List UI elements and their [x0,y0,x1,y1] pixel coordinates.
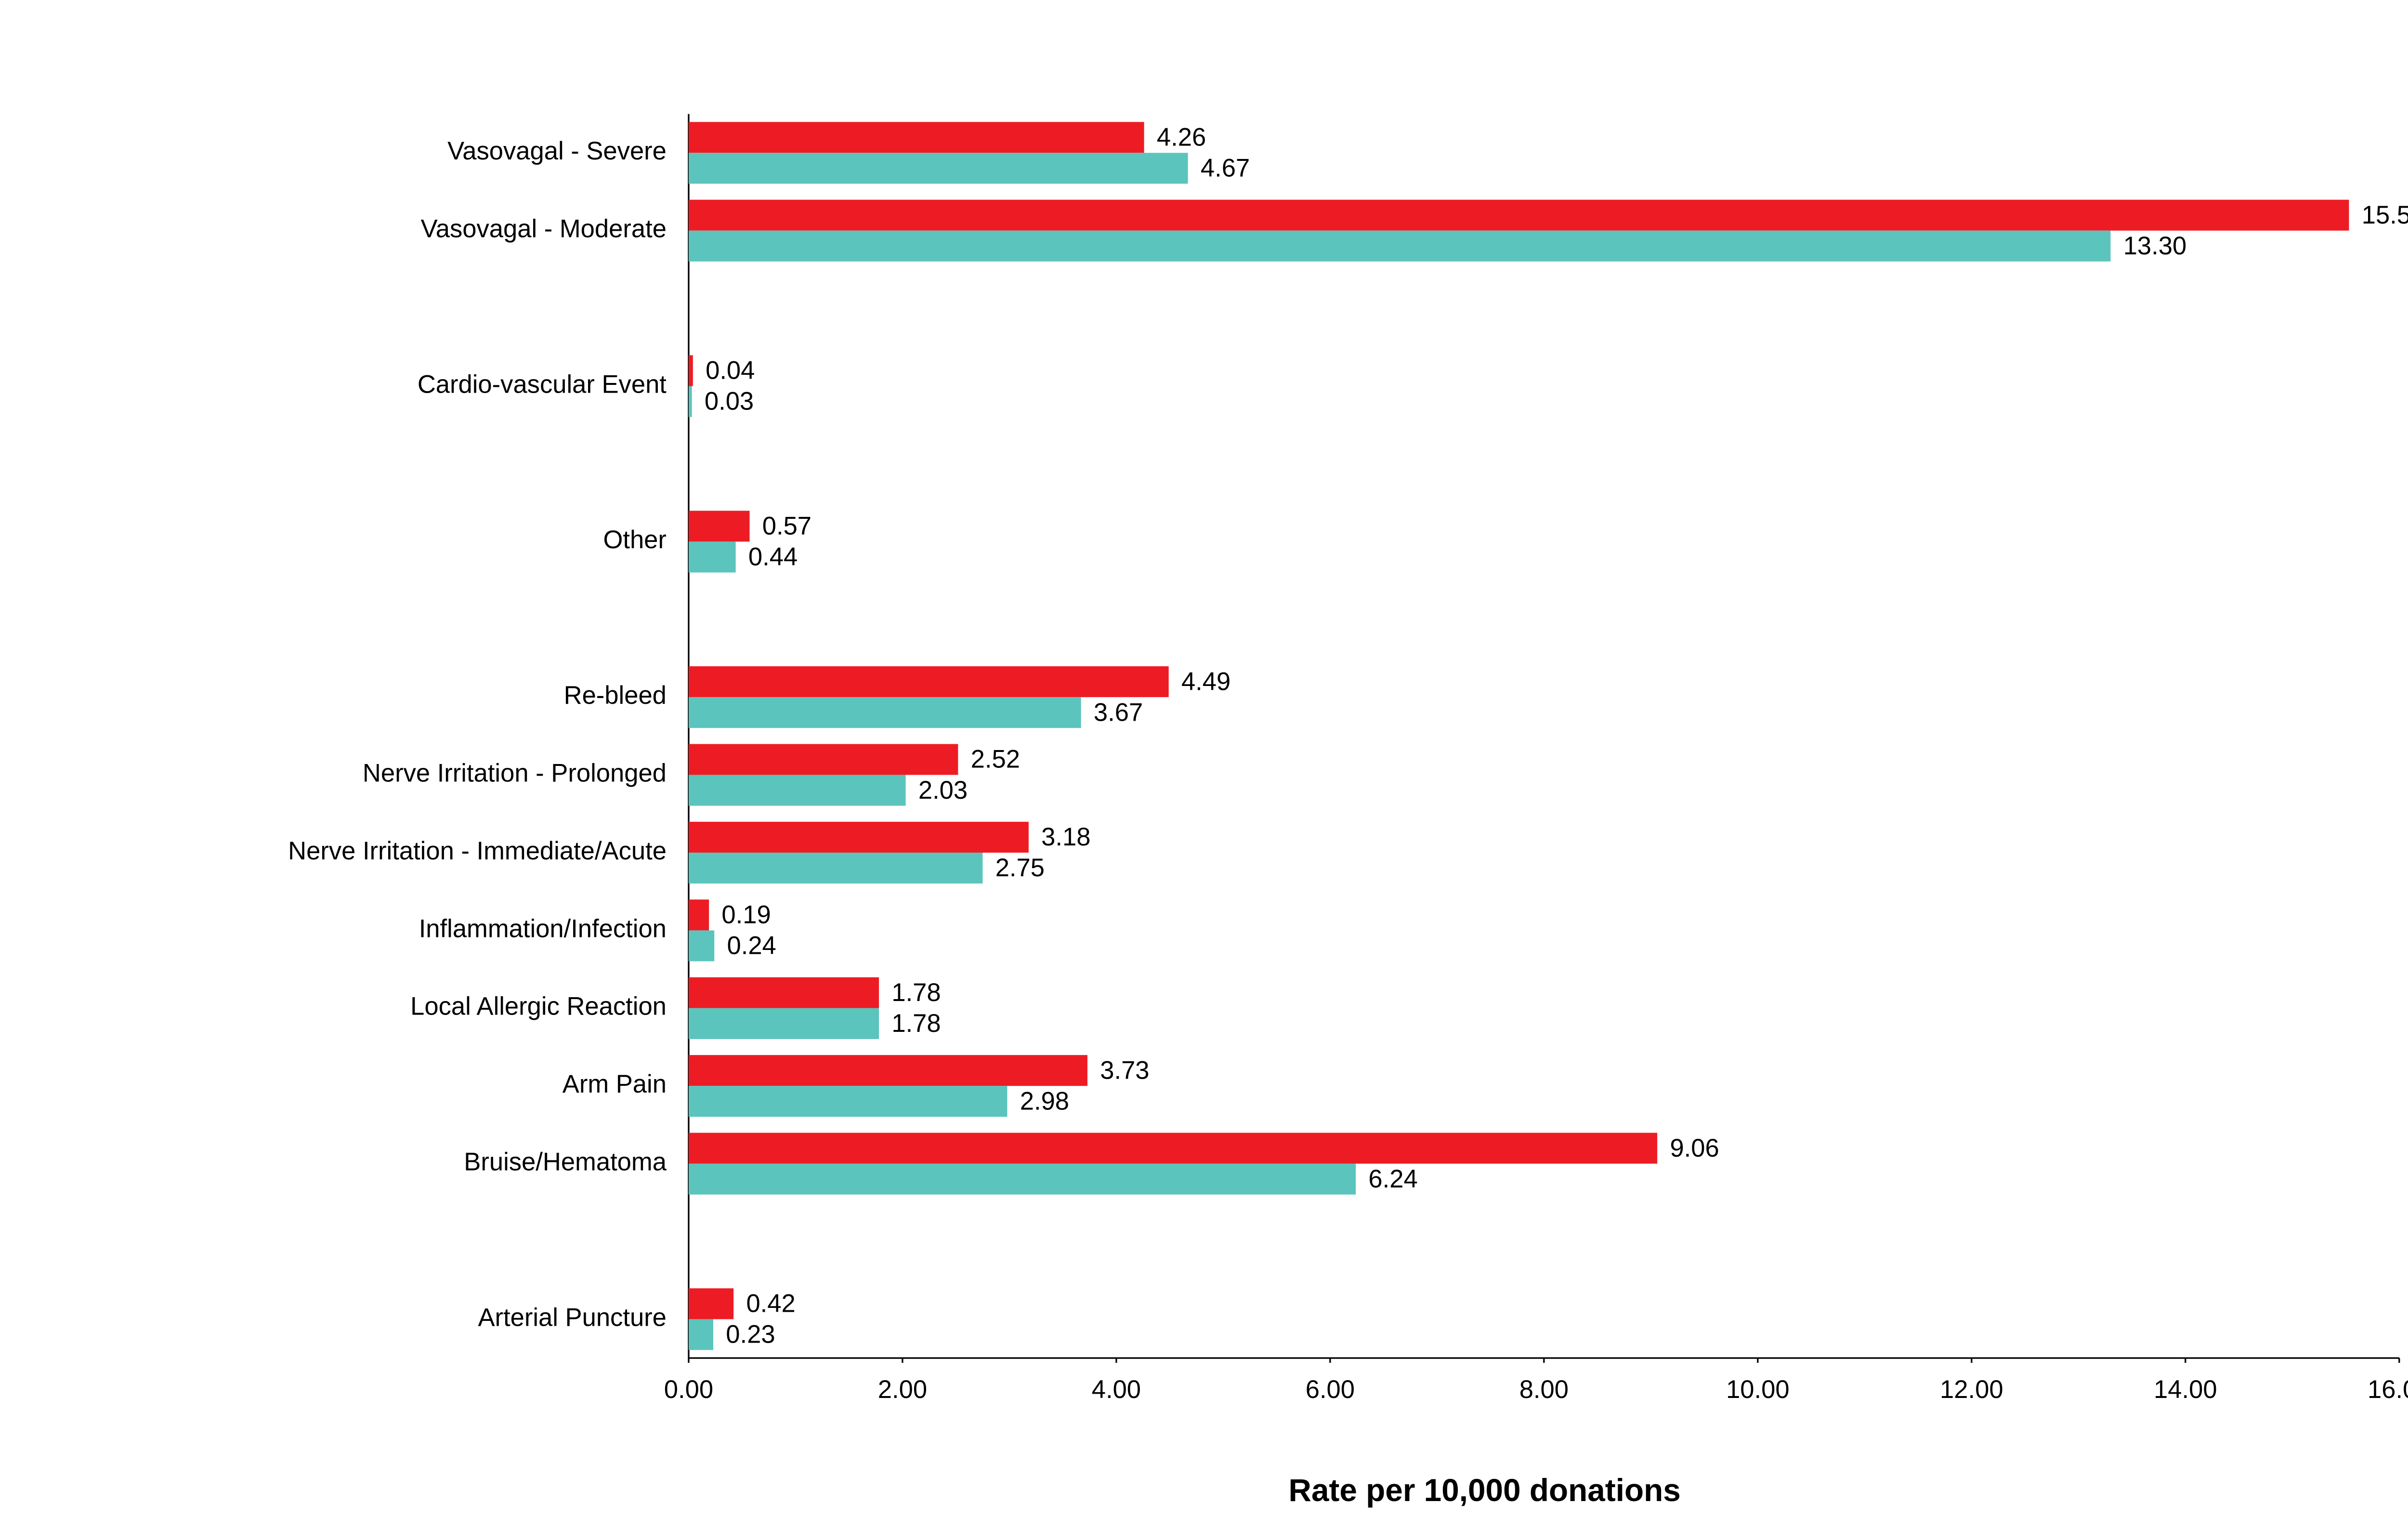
value-label: 4.49 [1181,667,1230,696]
bar [688,899,709,931]
bar [688,744,958,775]
bar [688,1288,734,1319]
bar [688,930,715,962]
value-label: 3.67 [1094,698,1143,726]
bar [688,541,736,573]
bar [688,821,1029,853]
x-tick-label: 12.00 [1940,1375,2003,1404]
y-tick-label: Nerve Irritation - Immediate/Acute [288,837,667,865]
value-label: 0.44 [748,543,798,571]
bar [688,153,1188,184]
x-tick-label: 8.00 [1519,1375,1569,1404]
bar [688,697,1081,728]
y-tick-label: Cardio-vascular Event [418,370,667,398]
value-label: 9.06 [1670,1134,1719,1162]
bar [688,1055,1087,1086]
y-tick-label: Bruise/Hematoma [464,1148,667,1176]
value-label: 0.23 [726,1320,775,1349]
y-tick-label: Arm Pain [563,1070,667,1098]
value-label: 2.52 [971,745,1020,774]
bar [688,1008,879,1039]
x-tick-label: 4.00 [1092,1375,1141,1404]
bar [688,386,692,417]
x-tick-label: 0.00 [664,1375,713,1404]
x-tick-label: 10.00 [1726,1375,1790,1404]
value-label: 1.78 [891,978,941,1007]
bar [688,775,906,806]
value-label: 0.57 [762,512,811,540]
bar [688,355,693,386]
x-tick-label: 2.00 [878,1375,927,1404]
x-tick-label: 6.00 [1306,1375,1355,1404]
y-tick-label: Vasovagal - Severe [447,137,667,165]
bar [688,1086,1008,1117]
y-tick-label: Other [603,526,666,554]
y-tick-label: Nerve Irritation - Prolonged [363,759,667,787]
bar [688,1133,1658,1164]
value-label: 2.03 [918,776,968,804]
value-label: 2.98 [1020,1087,1069,1115]
y-tick-label: Re-bleed [564,681,667,710]
y-tick-label: Inflammation/Infection [419,914,667,943]
x-axis-title: Rate per 10,000 donations [1289,1473,1681,1508]
y-tick-label: Arterial Puncture [478,1303,666,1331]
value-label: 0.19 [721,901,771,929]
y-tick-label: Local Allergic Reaction [410,992,667,1021]
x-tick-label: 16.00 [2368,1375,2408,1404]
value-label: 15.53 [2362,201,2408,229]
value-label: 3.18 [1041,823,1090,851]
bar [688,977,879,1008]
bar [688,1163,1356,1195]
value-label: 4.26 [1157,123,1206,151]
value-label: 2.75 [995,854,1045,882]
value-label: 0.24 [727,932,776,960]
value-label: 4.67 [1201,154,1250,182]
y-tick-label: Vasovagal - Moderate [421,215,667,243]
value-label: 0.03 [705,387,754,416]
bar [688,122,1144,153]
bar [688,511,750,542]
bar [688,852,983,884]
value-label: 0.04 [706,356,755,385]
value-label: 13.30 [2123,232,2187,260]
bar [688,666,1169,698]
bar [688,230,2111,262]
bar [688,199,2349,231]
value-label: 6.24 [1368,1165,1417,1193]
x-tick-label: 14.00 [2154,1375,2217,1404]
bar [688,1319,713,1350]
value-label: 3.73 [1100,1056,1149,1084]
value-label: 1.78 [891,1009,941,1038]
value-label: 0.42 [746,1290,795,1318]
